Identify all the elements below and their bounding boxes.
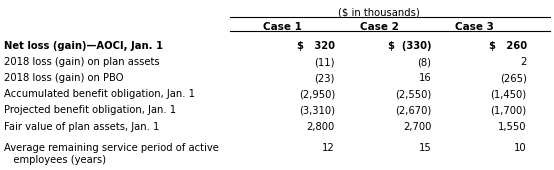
- Text: 2018 loss (gain) on plan assets: 2018 loss (gain) on plan assets: [4, 57, 160, 67]
- Text: ($ in thousands): ($ in thousands): [337, 8, 419, 18]
- Text: 1,550: 1,550: [498, 122, 527, 132]
- Text: (3,310): (3,310): [299, 105, 335, 115]
- Text: Fair value of plan assets, Jan. 1: Fair value of plan assets, Jan. 1: [4, 122, 160, 132]
- Text: Case 1: Case 1: [263, 22, 302, 32]
- Text: $  (330): $ (330): [388, 41, 432, 51]
- Text: (2,950): (2,950): [299, 89, 335, 99]
- Text: 2018 loss (gain) on PBO: 2018 loss (gain) on PBO: [4, 73, 124, 83]
- Text: (2,550): (2,550): [395, 89, 432, 99]
- Text: (11): (11): [314, 57, 335, 67]
- Text: 12: 12: [322, 143, 335, 153]
- Text: 16: 16: [419, 73, 432, 83]
- Text: (8): (8): [417, 57, 432, 67]
- Text: 2,700: 2,700: [403, 122, 432, 132]
- Text: Net loss (gain)—AOCI, Jan. 1: Net loss (gain)—AOCI, Jan. 1: [4, 41, 163, 51]
- Text: (1,700): (1,700): [491, 105, 527, 115]
- Text: 2,800: 2,800: [306, 122, 335, 132]
- Text: Accumulated benefit obligation, Jan. 1: Accumulated benefit obligation, Jan. 1: [4, 89, 195, 99]
- Text: 2: 2: [520, 57, 527, 67]
- Text: $   260: $ 260: [489, 41, 527, 51]
- Text: Average remaining service period of active
   employees (years): Average remaining service period of acti…: [4, 143, 219, 165]
- Text: $   320: $ 320: [297, 41, 335, 51]
- Text: (265): (265): [500, 73, 527, 83]
- Text: (2,670): (2,670): [395, 105, 432, 115]
- Text: (1,450): (1,450): [491, 89, 527, 99]
- Text: 15: 15: [419, 143, 432, 153]
- Text: Case 3: Case 3: [455, 22, 494, 32]
- Text: 10: 10: [514, 143, 527, 153]
- Text: Projected benefit obligation, Jan. 1: Projected benefit obligation, Jan. 1: [4, 105, 176, 115]
- Text: (23): (23): [315, 73, 335, 83]
- Text: Case 2: Case 2: [360, 22, 398, 32]
